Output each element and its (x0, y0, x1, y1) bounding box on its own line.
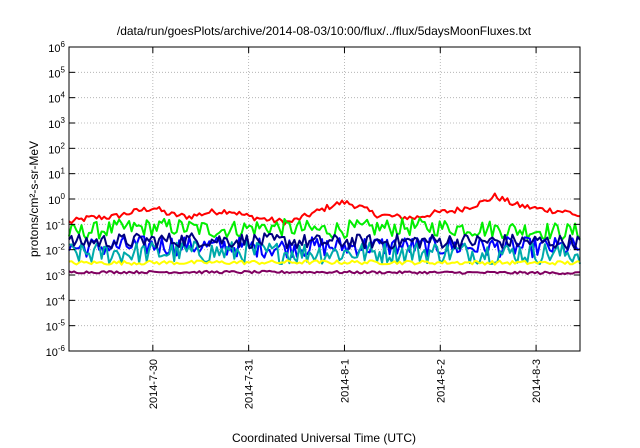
series-line-3 (68, 235, 581, 259)
series-line-4 (68, 240, 581, 265)
y-tick-label: 10-1 (46, 217, 66, 232)
series-line-1 (68, 192, 581, 226)
x-tick-label: 2014-8-2 (435, 359, 447, 403)
y-tick-label: 10-3 (46, 268, 66, 283)
x-tick-label: 2014-7-30 (148, 359, 160, 409)
x-tick-label: 2014-8-1 (339, 359, 351, 403)
series-line-2 (68, 217, 581, 241)
series-line-5 (68, 232, 581, 251)
series-group (68, 192, 581, 276)
y-tick-label: 101 (48, 167, 65, 182)
y-tick-label: 104 (48, 91, 65, 106)
y-axis: 10-6 10-5 10-4 10-3 10-2 10-1 100 101 102 103 104 1… (46, 40, 580, 359)
series-line-7 (68, 269, 580, 276)
series-line-6 (68, 259, 581, 266)
y-tick-label: 10-4 (46, 293, 66, 308)
y-tick-label: 102 (48, 141, 65, 156)
y-tick-label: 10-6 (46, 344, 66, 359)
x-axis-title: Coordinated Universal Time (UTC) (232, 431, 416, 445)
y-tick-label: 10-5 (46, 319, 66, 334)
y-tick-label: 105 (48, 65, 65, 80)
x-tick-label: 2014-8-3 (531, 359, 543, 403)
y-tick-label: 106 (48, 40, 65, 55)
x-axis: 2014-7-30 2014-7-31 2014-8-1 2014-8-2 2014-8… (148, 47, 543, 409)
x-tick-label: 2014-7-31 (244, 359, 256, 409)
y-axis-title: protons/cm²-s-sr-MeV (27, 141, 41, 257)
y-tick-label: 100 (48, 192, 65, 207)
chart-title: /data/run/goesPlots/archive/2014-08-03/1… (117, 24, 532, 38)
y-tick-label: 10-2 (46, 243, 66, 258)
y-tick-label: 103 (48, 116, 65, 131)
